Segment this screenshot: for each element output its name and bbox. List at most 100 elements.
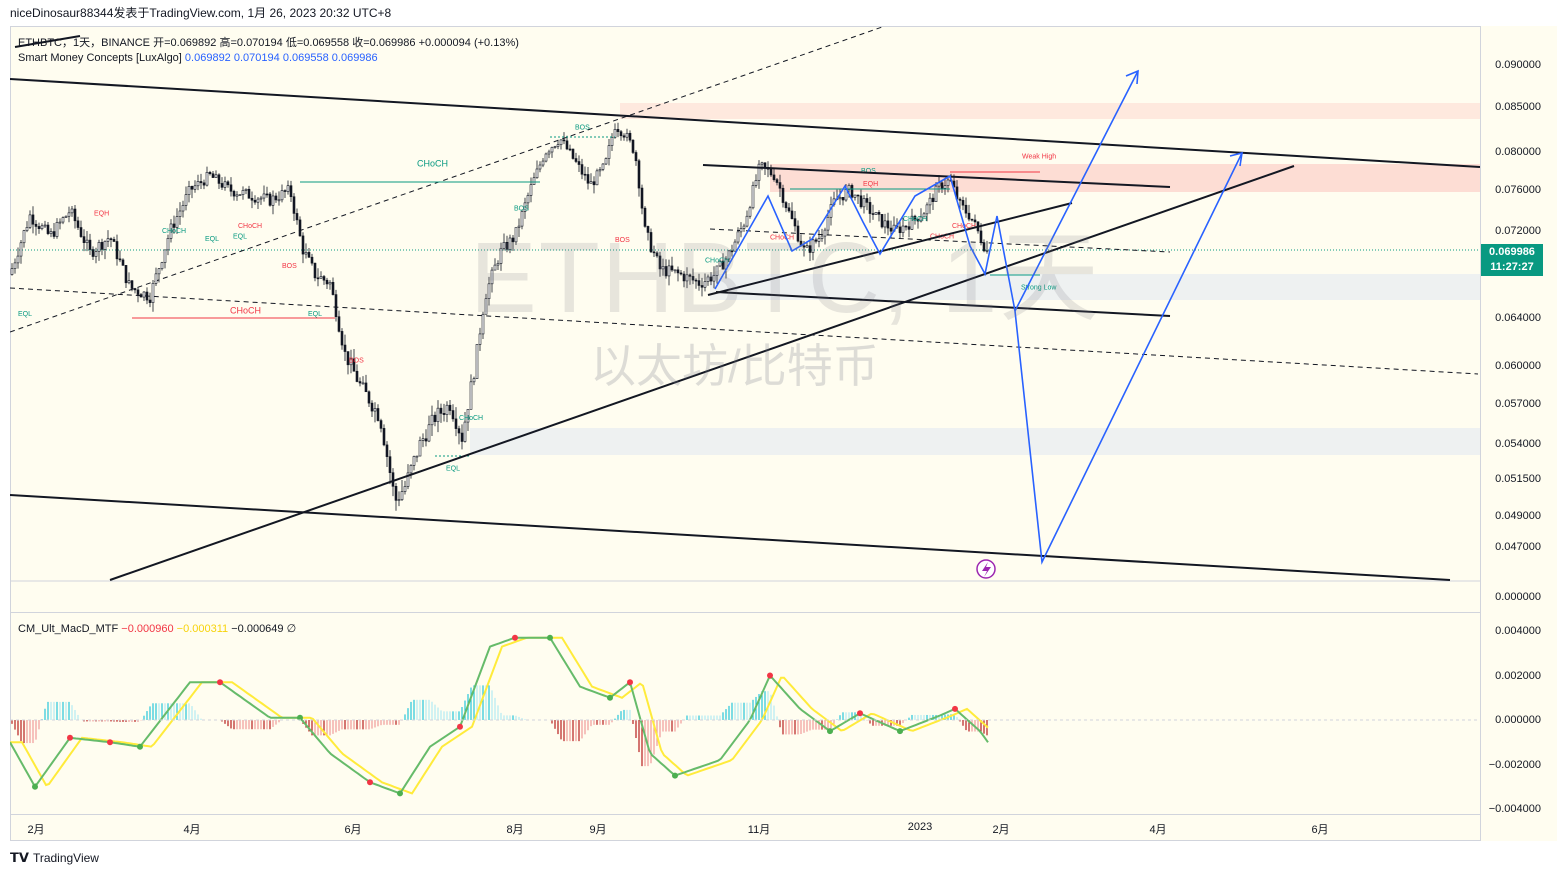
candle-body (70, 208, 74, 214)
candle-body (793, 218, 797, 227)
candle-body (226, 181, 230, 186)
candle-body (469, 381, 473, 410)
smc-label: Weak High (1022, 154, 1056, 161)
candle-body (826, 216, 830, 231)
candle-body (67, 212, 71, 217)
candle-body (151, 283, 155, 303)
candle-body (94, 251, 98, 257)
candle-body (556, 144, 560, 147)
smc-label: BOS (349, 357, 364, 364)
legend-high: 高=0.070194 (219, 37, 283, 49)
smc-label: EQL (233, 234, 247, 241)
macd-legend[interactable]: CM_Ult_MacD_MTF −0.000960 −0.000311 −0.0… (18, 622, 296, 635)
candle-body (154, 273, 158, 284)
candle-body (721, 260, 725, 270)
macd-cross-dot (32, 783, 38, 790)
candle-body (133, 288, 137, 291)
legend-symbol: ETHBTC，1天，BINANCE (18, 37, 151, 49)
candle-body (544, 153, 548, 162)
candle-body (52, 231, 56, 237)
pane-separator[interactable] (10, 612, 1557, 613)
time-axis[interactable]: 2月 4月 6月 8月 9月 11月 2023 2月 4月 6月 (10, 814, 1480, 841)
macd-signal-line (10, 636, 989, 795)
candle-body (559, 139, 563, 145)
chart-plot[interactable]: CHoCH CHoCH BOS BOS BOS BOS BOS BOS CHoCH CHoCH CH… (10, 26, 1480, 841)
price-tick-label: 0.047000 (1495, 541, 1541, 553)
candle-body (487, 283, 491, 299)
candle-body (583, 173, 587, 176)
candle-body (43, 224, 47, 227)
price-axis[interactable]: 0.090000 0.085000 0.080000 0.076000 0.072000… (1480, 26, 1557, 841)
candle-body (439, 407, 443, 414)
smc-label: EQL (308, 311, 322, 318)
candle-body (436, 407, 440, 422)
candle-body (523, 202, 527, 212)
candle-body (511, 237, 515, 243)
candle-body (40, 225, 44, 229)
macd-cross-dot (767, 672, 773, 679)
price-tick-label: 0.072000 (1495, 225, 1541, 237)
countdown: 11:27:27 (1490, 261, 1534, 273)
time-tick-label: 8月 (506, 824, 524, 836)
candle-body (136, 289, 140, 295)
candle-body (361, 382, 365, 385)
candle-body (841, 197, 845, 201)
indicator-legend[interactable]: Smart Money Concepts [LuxAlgo] 0.069892 … (18, 52, 378, 64)
candle-body (274, 195, 278, 201)
smc-label: CHoCH (238, 223, 262, 230)
candle-body (859, 195, 863, 208)
candle-body (742, 225, 746, 229)
demand-zone (710, 274, 1480, 300)
candle-body (331, 281, 335, 295)
candle-body (247, 188, 251, 199)
candle-body (88, 239, 92, 250)
price-tick-label: 0.085000 (1495, 101, 1541, 113)
candle-body (175, 216, 179, 228)
smc-structure: CHoCH CHoCH BOS BOS BOS BOS BOS BOS CHoCH CHoCH CH… (18, 125, 1057, 473)
candle-body (427, 424, 431, 442)
candle-body (811, 239, 815, 253)
candle-body (142, 291, 146, 298)
candle-body (622, 135, 626, 138)
candle-body (46, 224, 50, 234)
candle-body (643, 207, 647, 227)
candle-body (601, 163, 605, 170)
candle-body (394, 486, 398, 501)
candle-body (595, 170, 599, 186)
candle-body (421, 438, 425, 441)
chart-frame[interactable] (10, 26, 1557, 841)
candle-body (775, 179, 779, 183)
candle-body (82, 236, 86, 243)
candle-body (364, 382, 368, 393)
candle-body (661, 266, 665, 270)
candle-body (802, 245, 806, 248)
candle-body (403, 486, 407, 492)
supply-zone (620, 103, 1480, 119)
candle-body (565, 140, 569, 150)
macd-cross-dot (217, 679, 223, 686)
macd-cross-dot (457, 723, 463, 730)
indicator-value: 0.070194 (233, 52, 280, 64)
footer-brand[interactable]: 𝗧𝗩 TradingView (10, 850, 99, 866)
candle-body (259, 197, 263, 200)
candle-body (970, 218, 974, 221)
candle-body (931, 197, 935, 202)
candle-body (61, 217, 65, 223)
candle-body (49, 231, 53, 234)
price-tick-label: 0.064000 (1495, 312, 1541, 324)
smc-label: BOS (575, 125, 590, 132)
candle-body (343, 344, 347, 352)
candle-body (187, 186, 191, 195)
candle-body (913, 215, 917, 220)
candle-body (790, 210, 794, 219)
main-legend[interactable]: ETHBTC，1天，BINANCE 开=0.069892 高=0.070194 … (18, 34, 519, 50)
candle-body (628, 132, 632, 141)
candle-body (748, 207, 752, 217)
macd-cross-dot (107, 739, 113, 746)
candle-body (388, 456, 392, 473)
candle-body (25, 227, 29, 231)
candle-body (736, 231, 740, 243)
indicator-value: 0.069986 (331, 52, 378, 64)
candle-body (499, 247, 503, 264)
candle-body (349, 358, 353, 366)
